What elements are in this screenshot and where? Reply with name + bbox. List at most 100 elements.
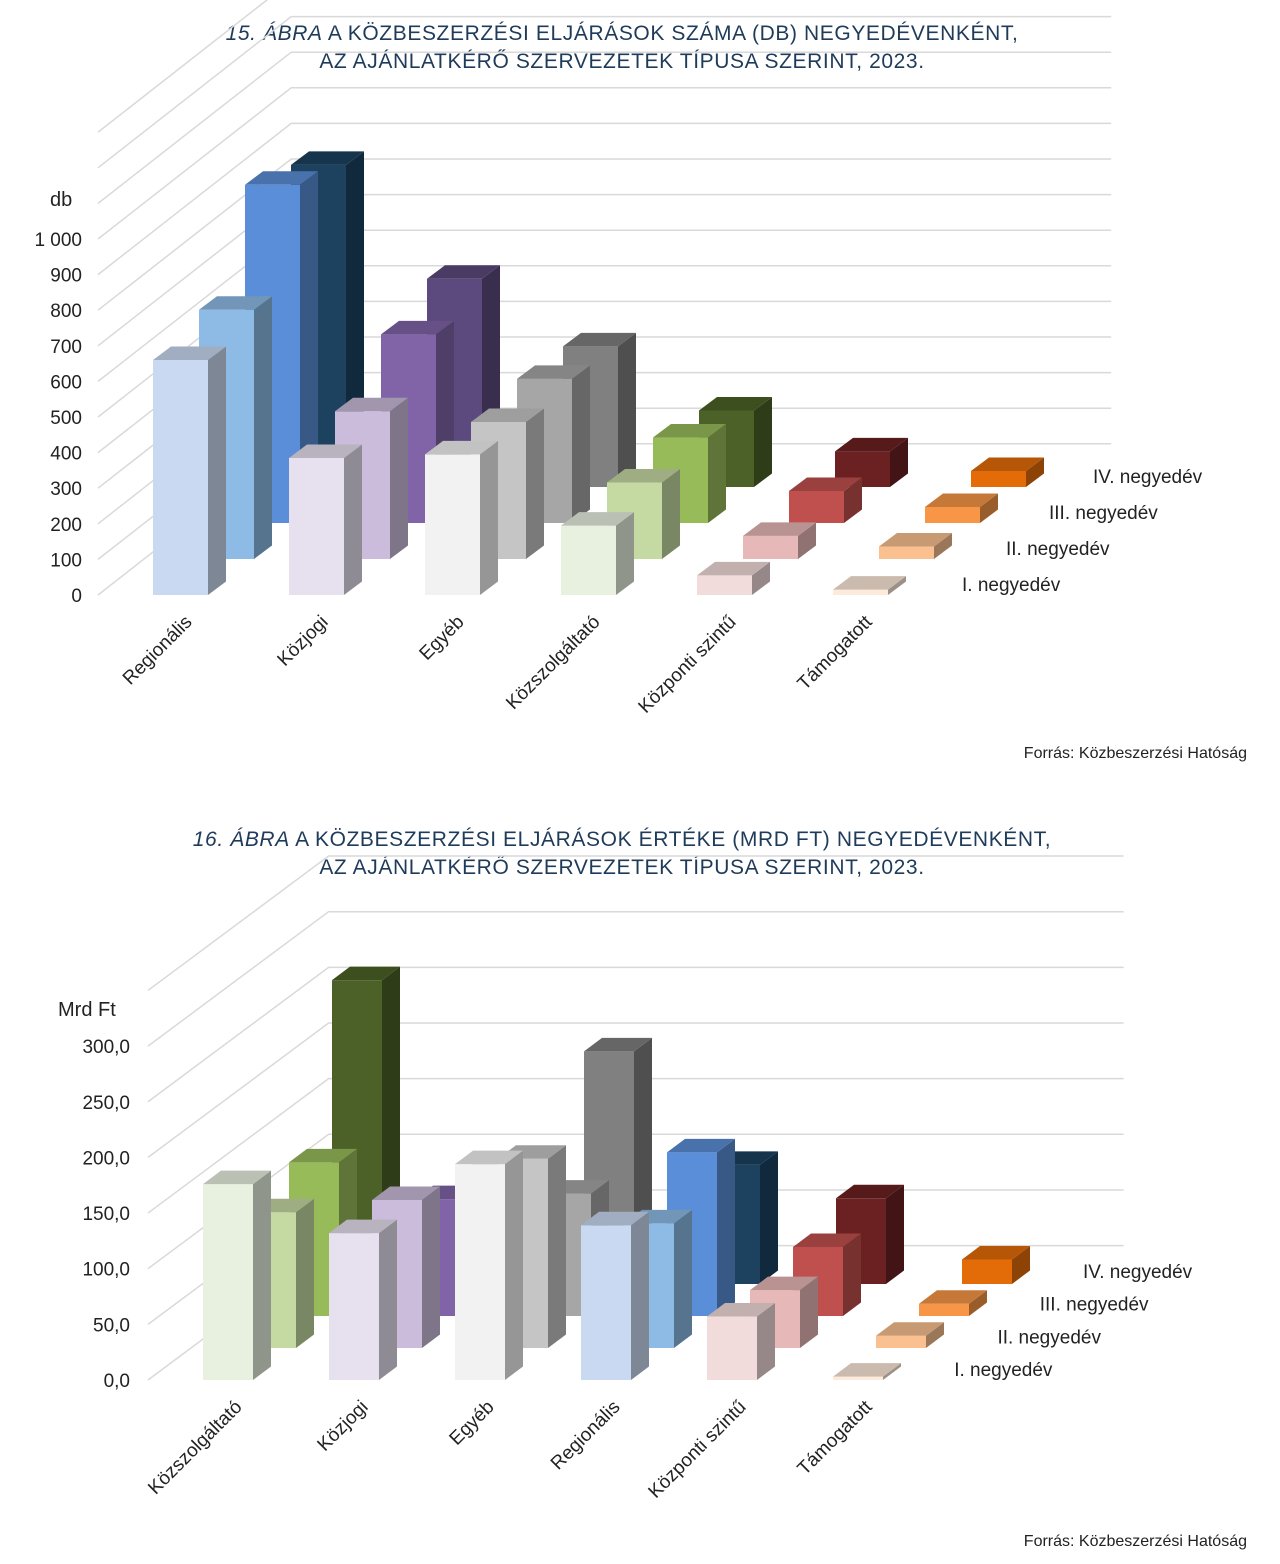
category-label: Támogatott — [794, 1396, 877, 1479]
bar-side — [254, 296, 272, 559]
y-tick-label: 300 — [50, 479, 82, 500]
bar-top — [607, 468, 680, 483]
bar-side — [548, 1145, 566, 1348]
y-tick-label: 600 — [50, 372, 82, 393]
chart-1: 15. ÁBRA A KÖZBESZERZÉSI ELJÁRÁSOK SZÁMA… — [34, 0, 1247, 762]
bar-5-0 — [833, 576, 906, 595]
bar-side — [344, 444, 362, 595]
bar-side — [379, 1219, 397, 1380]
category-label: Egyéb — [416, 612, 469, 665]
y-tick-label: 150,0 — [82, 1204, 130, 1225]
y-tick-label: 200,0 — [82, 1148, 130, 1169]
bar-1-1 — [335, 397, 408, 559]
bar-top — [517, 365, 590, 379]
bar-top — [203, 1170, 271, 1185]
gridline — [147, 910, 1124, 1047]
bar-top — [332, 966, 400, 981]
y-tick-label: 50,0 — [93, 1315, 130, 1336]
bar-front — [833, 589, 888, 595]
series-label: IV. negyedév — [1093, 467, 1203, 488]
bar-side — [890, 437, 908, 487]
bar-top — [789, 477, 862, 491]
bar-side — [844, 477, 862, 523]
bar-top — [289, 444, 362, 458]
bar-3-2 — [653, 424, 726, 523]
gridline — [147, 1022, 1124, 1159]
bar-top — [836, 1184, 904, 1199]
bar-top — [563, 332, 636, 347]
y-tick-label: 700 — [50, 337, 82, 358]
bar-top — [153, 346, 226, 361]
bar-top — [971, 457, 1044, 471]
bar-4-1 — [743, 522, 816, 559]
bar-side — [760, 1151, 778, 1284]
bar-top — [245, 171, 318, 185]
bar-4-0 — [707, 1303, 775, 1380]
bar-front — [743, 535, 798, 559]
bar-front — [697, 575, 752, 595]
y-tick-label: 400 — [50, 444, 82, 465]
category-label: Regionális — [119, 612, 197, 690]
bar-front — [581, 1225, 631, 1380]
bar-top — [750, 1276, 818, 1291]
category-label: Közszolgáltató — [502, 612, 604, 714]
category-label: Központi szintű — [645, 1397, 751, 1503]
chart-2: 16. ÁBRA A KÖZBESZERZÉSI ELJÁRÁSOK ÉRTÉK… — [58, 828, 1247, 1550]
bar-top — [833, 1363, 901, 1377]
bar-front — [455, 1164, 505, 1380]
bar-top — [743, 522, 816, 536]
bar-top — [291, 151, 364, 165]
bar-4-0 — [697, 561, 770, 595]
bar-1-0 — [329, 1219, 397, 1380]
bar-side — [708, 424, 726, 523]
bar-front — [289, 457, 344, 595]
bar-5-2 — [925, 493, 998, 523]
bar-top — [471, 408, 544, 422]
category-label: Támogatott — [794, 611, 877, 694]
bar-side — [757, 1303, 775, 1380]
category-label: Közszolgáltató — [144, 1397, 246, 1499]
bar-top — [833, 576, 906, 590]
bar-top — [427, 265, 500, 279]
chart-2-source: Forrás: Közbeszerzési Hatóság — [1024, 1533, 1247, 1550]
bar-3-0 — [561, 512, 634, 595]
series-label: II. negyedév — [997, 1327, 1101, 1348]
chart-1-title-line2: AZ AJÁNLATKÉRŐ SZERVEZETEK TÍPUSA SZERIN… — [319, 50, 924, 73]
chart-1-unit-label: db — [50, 189, 72, 211]
bar-side — [480, 440, 498, 595]
y-tick-label: 800 — [50, 301, 82, 322]
bar-0-0 — [153, 346, 226, 595]
chart-2-title-line2: AZ AJÁNLATKÉRŐ SZERVEZETEK TÍPUSA SZERIN… — [319, 856, 924, 879]
chart-1-source: Forrás: Közbeszerzési Hatóság — [1024, 745, 1247, 762]
bar-side — [969, 1290, 987, 1316]
bar-top — [561, 512, 634, 526]
bar-side — [980, 493, 998, 523]
bar-top — [335, 397, 408, 412]
chart-1-series-labels: I. negyedév II. negyedév III. negyedév IV. … — [962, 467, 1203, 596]
series-label: III. negyedév — [1040, 1295, 1149, 1316]
bar-front — [203, 1184, 253, 1380]
y-tick-label: 900 — [50, 266, 82, 287]
bar-top — [707, 1303, 775, 1317]
bar-0-0 — [203, 1170, 271, 1380]
chart-1-categories: Regionális Közjogi Egyéb Közszolgáltató Közp… — [119, 611, 877, 717]
bar-side — [208, 346, 226, 595]
y-tick-label: 300,0 — [82, 1037, 130, 1058]
bar-top — [699, 396, 772, 411]
bar-2-0 — [455, 1150, 523, 1380]
bar-front — [329, 1233, 379, 1380]
category-label: Központi szintű — [635, 612, 741, 718]
bar-front — [971, 470, 1026, 487]
series-label: I. negyedév — [954, 1360, 1053, 1381]
chart-2-y-ticks: 0,0 50,0 100,0 150,0 200,0 250,0 300,0 — [82, 1037, 130, 1392]
chart-2-categories: Közszolgáltató Közjogi Egyéb Regionális Közp… — [144, 1396, 877, 1502]
category-label: Egyéb — [446, 1397, 499, 1450]
bar-side — [631, 1211, 649, 1380]
bar-front — [789, 490, 844, 523]
bar-3-0 — [581, 1211, 649, 1380]
bar-side — [798, 522, 816, 559]
bar-top — [289, 1148, 357, 1163]
bar-front — [561, 525, 616, 595]
bar-side — [752, 561, 770, 595]
